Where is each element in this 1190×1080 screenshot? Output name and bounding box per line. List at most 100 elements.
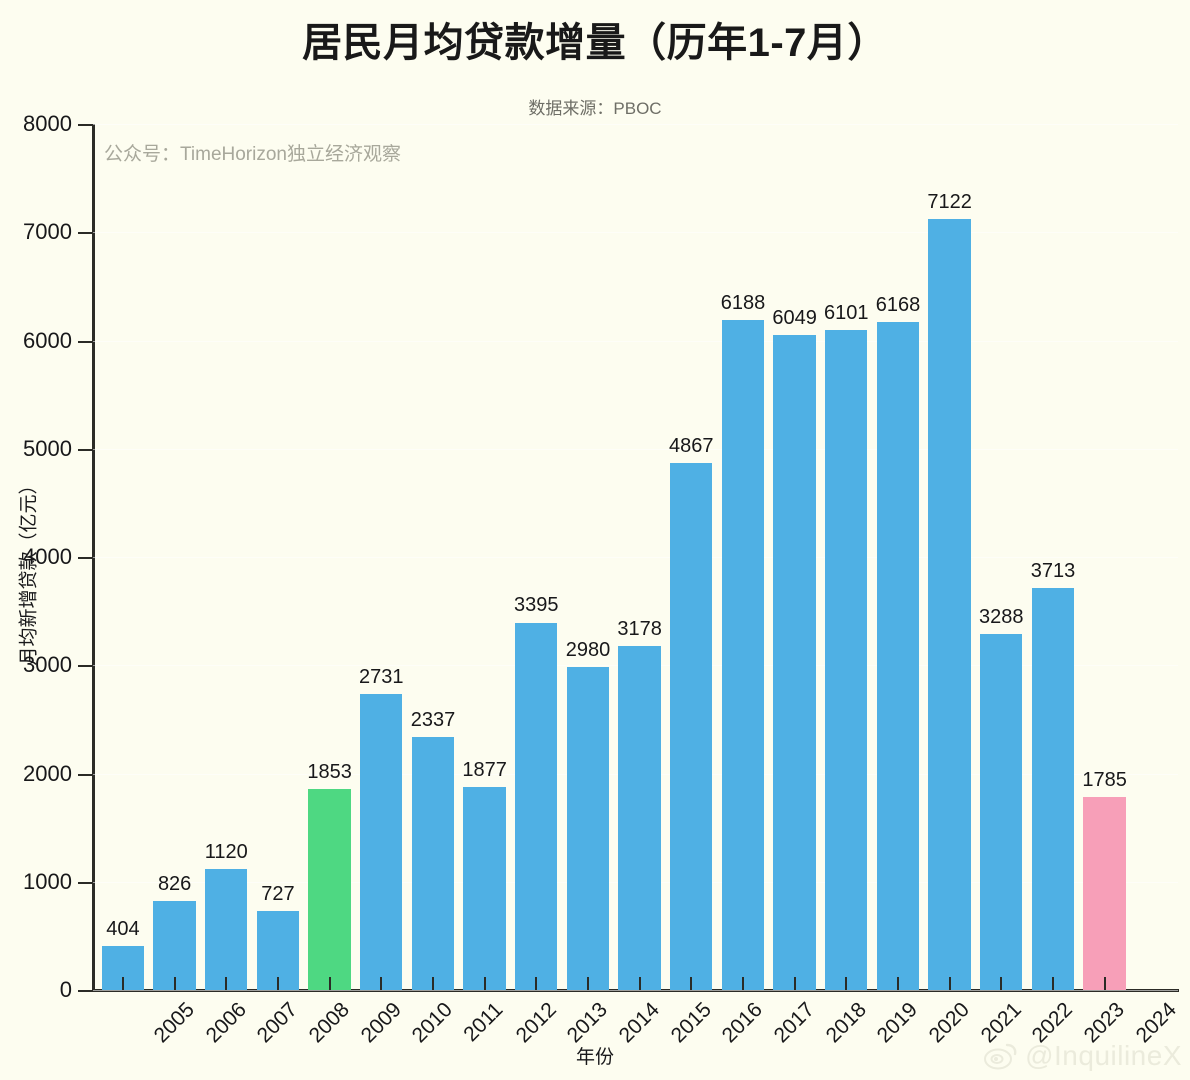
bar-value-label: 1877 bbox=[462, 758, 507, 781]
bar-2011[interactable] bbox=[411, 737, 455, 990]
bar-value-label: 6049 bbox=[772, 307, 817, 330]
y-axis-tick bbox=[78, 665, 92, 668]
bar-2023[interactable] bbox=[1031, 588, 1075, 990]
bar-2006[interactable] bbox=[153, 900, 196, 990]
x-axis-tick-label: 2009 bbox=[356, 998, 406, 1048]
bar-value-label: 727 bbox=[261, 883, 295, 906]
bar-value-label: 6101 bbox=[824, 301, 869, 324]
bar-2018[interactable] bbox=[773, 335, 816, 990]
bar-2010[interactable] bbox=[360, 694, 403, 990]
x-axis-tick bbox=[121, 977, 124, 990]
x-axis-tick-label: 2010 bbox=[407, 998, 458, 1048]
x-axis-tick bbox=[690, 977, 693, 990]
bar-value-label: 6188 bbox=[720, 292, 766, 315]
gridline bbox=[93, 124, 1178, 125]
bar-2013[interactable] bbox=[515, 622, 558, 990]
bar-2015[interactable] bbox=[618, 645, 661, 990]
x-axis-tick-label: 2014 bbox=[614, 998, 664, 1048]
plot-area bbox=[93, 124, 1178, 991]
bar-2021[interactable] bbox=[928, 219, 971, 990]
bar-2017[interactable] bbox=[721, 320, 765, 990]
gridline bbox=[93, 448, 1178, 450]
bar-2016[interactable] bbox=[670, 463, 713, 990]
bar-2008[interactable] bbox=[256, 911, 300, 990]
weibo-watermark: @InquilineX bbox=[984, 1040, 1182, 1072]
x-axis-tick bbox=[948, 977, 951, 990]
x-axis-tick bbox=[173, 977, 176, 990]
weibo-eye-icon bbox=[984, 1042, 1018, 1070]
y-axis-tick bbox=[78, 232, 92, 235]
bar-2022[interactable] bbox=[980, 634, 1023, 990]
bar-value-label: 3178 bbox=[617, 617, 662, 640]
x-axis-tick-label: 2007 bbox=[252, 998, 303, 1048]
bar-value-label: 826 bbox=[157, 872, 192, 895]
y-axis-spine bbox=[92, 124, 95, 992]
bar-value-label: 404 bbox=[106, 918, 140, 941]
bar-2024[interactable] bbox=[1083, 796, 1126, 990]
y-axis-tick-label: 1000 bbox=[23, 868, 72, 894]
x-axis-tick bbox=[225, 977, 228, 990]
gridline bbox=[93, 232, 1178, 234]
x-axis-tick bbox=[535, 977, 538, 990]
y-axis-tick bbox=[78, 773, 92, 776]
bar-2007[interactable] bbox=[205, 868, 248, 990]
x-axis-tick-label: 2017 bbox=[769, 998, 819, 1048]
y-axis-tick-label: 2000 bbox=[23, 760, 72, 786]
bar-2009[interactable] bbox=[308, 789, 351, 990]
bar-value-label: 2980 bbox=[565, 639, 611, 662]
y-axis-tick bbox=[78, 340, 92, 343]
x-axis-tick-label: 2016 bbox=[717, 998, 768, 1048]
gridline bbox=[93, 557, 1178, 558]
bar-value-label: 1120 bbox=[204, 840, 248, 863]
x-axis-tick bbox=[276, 977, 279, 990]
bar-value-label: 7122 bbox=[927, 191, 972, 214]
bar-value-label: 1785 bbox=[1082, 768, 1127, 791]
bar-value-label: 6168 bbox=[875, 294, 921, 317]
bar-2019[interactable] bbox=[825, 329, 868, 990]
wechat-watermark: 公众号：TimeHorizon独立经济观察 bbox=[104, 144, 401, 165]
y-axis-tick bbox=[78, 881, 92, 884]
bar-2012[interactable] bbox=[463, 786, 506, 990]
y-axis-tick-label: 0 bbox=[59, 977, 72, 1002]
y-axis-tick bbox=[78, 448, 92, 451]
chart-subtitle-source: 数据来源：PBOC bbox=[528, 99, 662, 118]
bar-value-label: 4867 bbox=[669, 435, 714, 458]
x-axis-tick bbox=[845, 977, 848, 990]
y-axis-tick bbox=[78, 557, 92, 559]
y-axis-tick-label: 7000 bbox=[23, 219, 72, 245]
y-axis-tick-label: 8000 bbox=[23, 111, 72, 136]
x-axis-tick bbox=[638, 977, 641, 990]
x-axis-tick-label: 2013 bbox=[562, 998, 613, 1048]
y-axis-tick-label: 3000 bbox=[23, 652, 72, 678]
x-axis-tick bbox=[793, 977, 796, 990]
chart-title: 居民月均贷款增量（历年1-7月） bbox=[302, 21, 888, 65]
weibo-handle-text: @InquilineX bbox=[1025, 1040, 1182, 1071]
x-axis-tick bbox=[1051, 977, 1054, 990]
x-axis-tick-label: 2011 bbox=[459, 998, 508, 1047]
x-axis-tick bbox=[896, 977, 899, 990]
x-axis-tick bbox=[380, 977, 383, 990]
x-axis-tick-label: 2020 bbox=[924, 998, 974, 1048]
bar-value-label: 3713 bbox=[1030, 560, 1076, 583]
bar-2020[interactable] bbox=[876, 322, 920, 990]
y-axis-tick-label: 4000 bbox=[23, 544, 72, 569]
x-axis-title: 年份 bbox=[575, 1047, 614, 1068]
bar-value-label: 2731 bbox=[359, 666, 404, 689]
y-axis-tick bbox=[78, 124, 92, 126]
x-axis-tick bbox=[741, 977, 744, 990]
x-axis-tick-label: 2019 bbox=[872, 998, 923, 1048]
gridline bbox=[93, 990, 1178, 991]
x-axis-tick bbox=[483, 977, 486, 990]
y-axis-tick bbox=[78, 990, 92, 992]
x-axis-tick bbox=[1000, 977, 1003, 990]
bar-value-label: 3288 bbox=[979, 606, 1024, 629]
gridline bbox=[93, 340, 1178, 342]
bar-2014[interactable] bbox=[566, 667, 610, 990]
x-axis-tick-label: 2008 bbox=[304, 998, 354, 1048]
y-axis-tick-label: 5000 bbox=[23, 435, 72, 461]
x-axis-tick-label: 2012 bbox=[511, 998, 561, 1048]
bar-value-label: 1853 bbox=[307, 761, 352, 784]
x-axis-tick-label: 2015 bbox=[666, 998, 716, 1048]
x-axis-tick bbox=[328, 977, 331, 990]
